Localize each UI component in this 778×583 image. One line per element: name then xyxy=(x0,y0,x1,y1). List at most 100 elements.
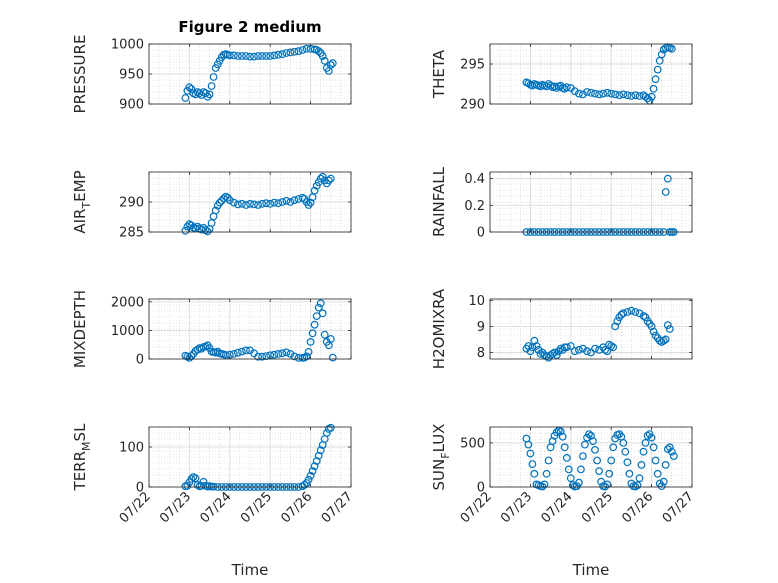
y-axis-label: H2OMIXRA xyxy=(430,288,448,369)
y-axis-label-text: SUN xyxy=(430,459,448,491)
data-point xyxy=(254,201,263,209)
data-point xyxy=(294,195,303,203)
data-point xyxy=(205,90,214,99)
data-point xyxy=(639,312,648,320)
data-point xyxy=(199,477,208,486)
data-point xyxy=(548,437,557,446)
grid-lines xyxy=(489,427,693,488)
data-point xyxy=(623,458,632,467)
data-series xyxy=(181,299,337,362)
data-point xyxy=(290,196,299,205)
data-point xyxy=(633,481,642,490)
data-point xyxy=(611,322,620,331)
data-point xyxy=(185,83,194,92)
data-point xyxy=(304,348,313,356)
y-axis-label-subscript: F xyxy=(439,452,452,458)
data-point xyxy=(318,309,327,318)
x-tick-label: 07/24 xyxy=(539,489,576,526)
x-axis-label: Time xyxy=(231,561,269,579)
chart-title: Figure 2 medium xyxy=(178,18,321,36)
data-point xyxy=(575,346,583,354)
data-point xyxy=(623,91,632,100)
data-point xyxy=(647,433,656,442)
y-tick-label: 0 xyxy=(477,481,485,496)
data-point xyxy=(641,313,650,322)
data-point xyxy=(562,83,571,92)
data-point xyxy=(570,347,579,356)
data-point xyxy=(258,352,267,361)
data-point xyxy=(566,342,575,350)
data-point xyxy=(286,198,295,206)
data-point xyxy=(607,342,616,350)
data-point xyxy=(203,92,212,101)
x-tick-label: 07/26 xyxy=(278,489,315,526)
data-point xyxy=(591,89,599,98)
data-point xyxy=(300,481,309,489)
data-point xyxy=(647,322,656,331)
x-tick-label: 07/24 xyxy=(198,489,235,526)
data-point xyxy=(258,52,267,60)
data-point xyxy=(203,227,212,236)
x-tick-label: 07/25 xyxy=(238,489,275,526)
data-point xyxy=(308,329,317,338)
y-tick-label: 290 xyxy=(119,196,144,211)
data-point xyxy=(229,198,238,207)
y-axis-label: THETA xyxy=(430,49,448,99)
data-point xyxy=(643,94,652,103)
axes-box xyxy=(489,426,693,488)
data-point xyxy=(246,199,254,208)
data-point xyxy=(540,480,549,489)
data-point xyxy=(278,50,287,59)
data-point xyxy=(242,346,250,355)
y-axis-label-suffix: EMP xyxy=(71,170,89,201)
data-point xyxy=(605,469,614,478)
grid-lines xyxy=(148,172,352,233)
data-point xyxy=(649,443,658,452)
data-point xyxy=(607,456,616,465)
y-tick-label: 0.2 xyxy=(464,199,485,214)
grid-lines xyxy=(489,299,693,359)
data-point xyxy=(225,196,234,205)
data-point xyxy=(262,52,271,60)
data-point xyxy=(661,188,670,196)
data-point xyxy=(603,480,612,489)
y-tick-label: 0 xyxy=(477,226,485,241)
data-point xyxy=(320,330,329,339)
data-point xyxy=(328,59,337,68)
y-axis-label-subscript: T xyxy=(80,202,93,210)
y-axis-label-text: THETA xyxy=(430,49,448,99)
data-point xyxy=(328,353,337,362)
data-point xyxy=(250,52,258,61)
data-point xyxy=(663,174,672,183)
data-point xyxy=(599,89,607,98)
data-point xyxy=(657,482,666,491)
data-point xyxy=(314,47,323,56)
data-point xyxy=(564,465,573,474)
data-point xyxy=(591,344,599,353)
data-point xyxy=(595,467,603,476)
subplot-pressure: 900 950 1000 PRESSURE Figure 2 medium xyxy=(71,18,352,114)
data-point xyxy=(591,446,599,454)
data-point xyxy=(585,430,593,439)
data-point xyxy=(653,469,662,478)
data-point xyxy=(625,469,634,478)
data-point xyxy=(635,474,644,483)
y-tick-label: 950 xyxy=(119,68,144,83)
y-axis-label-text: PRESSURE xyxy=(71,35,89,114)
data-point xyxy=(209,73,218,81)
axes-box xyxy=(148,426,352,488)
x-tick-label: 07/27 xyxy=(660,489,697,526)
data-point xyxy=(316,446,325,455)
data-point xyxy=(274,350,283,358)
data-point xyxy=(314,303,323,312)
data-point xyxy=(595,90,603,99)
y-tick-label: 1000 xyxy=(111,324,144,339)
data-series xyxy=(181,44,337,102)
data-point xyxy=(282,348,291,357)
data-point xyxy=(229,51,238,60)
data-point xyxy=(643,431,652,440)
data-point xyxy=(191,474,200,483)
data-point xyxy=(278,198,287,206)
x-tick-label: 07/26 xyxy=(619,489,656,526)
data-point xyxy=(619,309,628,318)
